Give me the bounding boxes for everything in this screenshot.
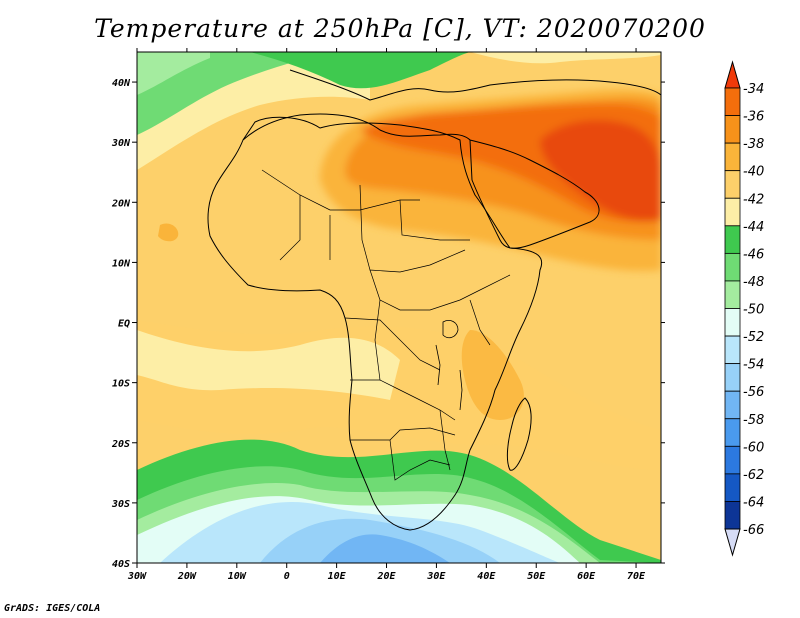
y-tick-label: 20N bbox=[111, 198, 131, 209]
colorbar-label: -52 bbox=[743, 330, 764, 345]
colorbar-label: -50 bbox=[743, 303, 764, 318]
colorbar-segment bbox=[724, 87, 741, 116]
x-axis: 30W 20W 10W 0 10E 20E 30E 40E 50E 60E 70E bbox=[127, 48, 646, 582]
y-tick-label: 40S bbox=[112, 559, 130, 570]
colorbar-label: -54 bbox=[743, 358, 764, 373]
colorbar-label: -56 bbox=[743, 385, 764, 400]
y-tick-label: 10S bbox=[112, 379, 130, 390]
colorbar-segment bbox=[724, 363, 741, 392]
y-tick-label: 20S bbox=[111, 439, 130, 450]
colorbar-label: -60 bbox=[743, 440, 764, 455]
colorbar-label: -48 bbox=[743, 275, 764, 290]
colorbar-label: -36 bbox=[743, 110, 764, 125]
x-tick-label: 30W bbox=[127, 571, 147, 582]
colorbar-segment bbox=[724, 445, 741, 475]
x-tick-label: 20E bbox=[376, 571, 396, 582]
x-tick-label: 10E bbox=[328, 571, 347, 582]
colorbar-segment bbox=[724, 418, 741, 447]
colorbar-top-arrow bbox=[724, 60, 741, 89]
x-tick-label: 50E bbox=[527, 571, 546, 582]
colorbar-segment bbox=[724, 170, 741, 199]
colorbar-segment bbox=[724, 335, 741, 365]
colorbar-bottom-arrow bbox=[724, 528, 741, 557]
map-frame bbox=[136, 51, 662, 564]
y-tick-label: 40N bbox=[112, 78, 131, 89]
colorbar: -34 -36 -38 -40 -42 -44 -46 -48 -50 -52 -54 -56 -58 -… bbox=[724, 60, 764, 557]
y-tick-label: 10N bbox=[112, 258, 131, 269]
colorbar-label: -62 bbox=[743, 468, 764, 483]
colorbar-label: -64 bbox=[743, 495, 764, 510]
colorbar-segment bbox=[724, 390, 741, 420]
x-tick-label: 20W bbox=[177, 571, 197, 582]
x-tick-label: 30E bbox=[426, 571, 446, 582]
y-tick-label: 30S bbox=[111, 499, 130, 510]
colorbar-segment bbox=[724, 142, 741, 172]
colorbar-segment bbox=[724, 473, 741, 502]
colorbar-segment bbox=[724, 115, 741, 144]
colorbar-label: -46 bbox=[743, 247, 764, 262]
temperature-field bbox=[137, 52, 661, 563]
chart-title: Temperature at 250hPa [C], VT: 202007020… bbox=[94, 14, 706, 43]
x-tick-label: 40E bbox=[477, 571, 496, 582]
x-tick-label: 70E bbox=[627, 571, 646, 582]
colorbar-segment bbox=[724, 308, 741, 337]
colorbar-label: -58 bbox=[743, 413, 764, 428]
x-tick-label: 0 bbox=[284, 571, 290, 582]
y-tick-label: EQ bbox=[118, 319, 130, 330]
colorbar-label: -66 bbox=[743, 523, 764, 538]
colorbar-segment bbox=[724, 252, 741, 282]
y-axis: 40N 30N 20N 10N EQ 10S 20S 30S 40S bbox=[111, 78, 665, 570]
x-tick-label: 60E bbox=[577, 571, 596, 582]
colorbar-segment bbox=[724, 197, 741, 227]
colorbar-segment bbox=[724, 501, 741, 530]
y-tick-label: 30N bbox=[111, 138, 131, 149]
colorbar-label: -38 bbox=[743, 137, 764, 152]
colorbar-label: -34 bbox=[743, 82, 764, 97]
x-tick-label: 10W bbox=[228, 571, 247, 582]
grads-credit: GrADS: IGES/COLA bbox=[4, 603, 101, 614]
colorbar-label: -40 bbox=[743, 165, 764, 180]
africa-coastline bbox=[207, 116, 543, 531]
colorbar-label: -42 bbox=[743, 192, 764, 207]
colorbar-segment bbox=[724, 280, 741, 309]
colorbar-segment bbox=[724, 225, 741, 254]
colorbar-label: -44 bbox=[743, 220, 764, 235]
